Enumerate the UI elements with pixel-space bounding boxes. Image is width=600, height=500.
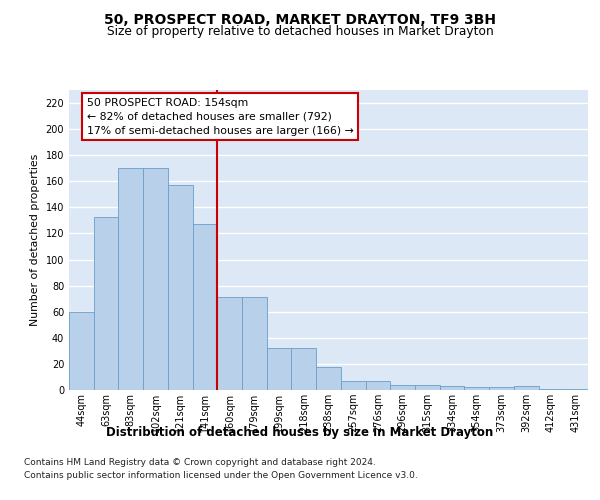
Bar	[464, 388, 489, 390]
Bar	[539, 388, 563, 390]
Bar	[316, 366, 341, 390]
Bar	[440, 386, 464, 390]
Text: Distribution of detached houses by size in Market Drayton: Distribution of detached houses by size …	[106, 426, 494, 439]
Bar	[217, 298, 242, 390]
Bar	[365, 381, 390, 390]
Bar	[415, 385, 440, 390]
Bar	[514, 386, 539, 390]
Bar	[341, 381, 365, 390]
Text: Size of property relative to detached houses in Market Drayton: Size of property relative to detached ho…	[107, 25, 493, 38]
Bar	[69, 312, 94, 390]
Bar	[563, 388, 588, 390]
Text: Contains public sector information licensed under the Open Government Licence v3: Contains public sector information licen…	[24, 472, 418, 480]
Bar	[143, 168, 168, 390]
Bar	[292, 348, 316, 390]
Text: 50, PROSPECT ROAD, MARKET DRAYTON, TF9 3BH: 50, PROSPECT ROAD, MARKET DRAYTON, TF9 3…	[104, 12, 496, 26]
Bar	[267, 348, 292, 390]
Y-axis label: Number of detached properties: Number of detached properties	[30, 154, 40, 326]
Text: Contains HM Land Registry data © Crown copyright and database right 2024.: Contains HM Land Registry data © Crown c…	[24, 458, 376, 467]
Bar	[168, 185, 193, 390]
Bar	[390, 385, 415, 390]
Bar	[193, 224, 217, 390]
Bar	[94, 216, 118, 390]
Bar	[242, 298, 267, 390]
Bar	[489, 388, 514, 390]
Text: 50 PROSPECT ROAD: 154sqm
← 82% of detached houses are smaller (792)
17% of semi-: 50 PROSPECT ROAD: 154sqm ← 82% of detach…	[87, 98, 353, 136]
Bar	[118, 168, 143, 390]
